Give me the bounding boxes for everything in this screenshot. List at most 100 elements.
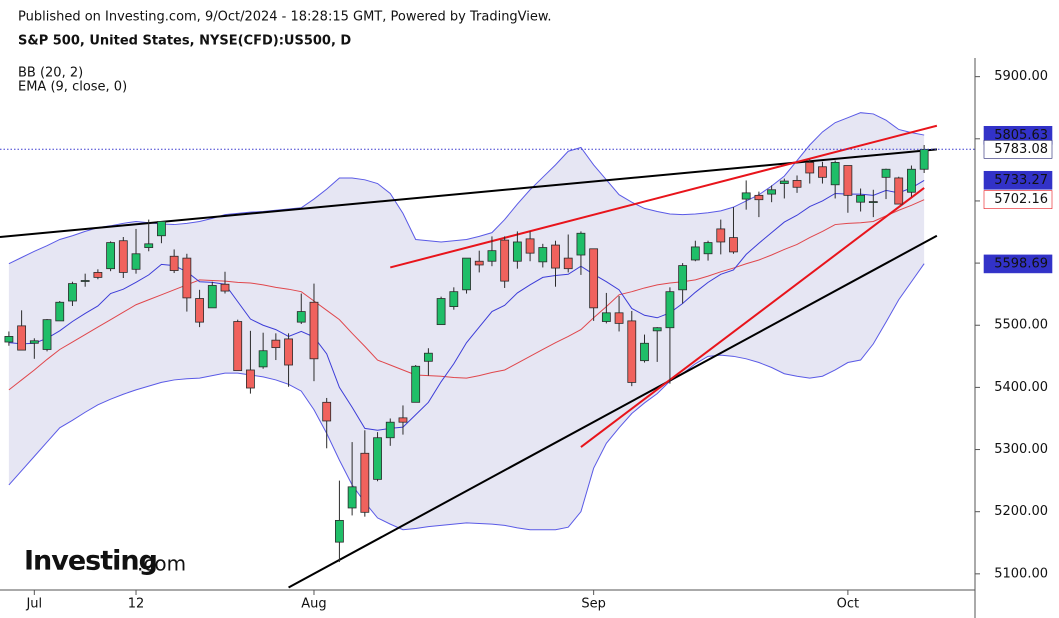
candle-body: [347, 486, 357, 509]
x-tick-label: 12: [128, 597, 145, 612]
candle-body: [449, 291, 459, 307]
price-label-box: [983, 190, 1053, 209]
candle-body: [868, 201, 878, 203]
band-fill: [8, 112, 925, 530]
candle-body: [818, 166, 827, 178]
candle-body: [207, 285, 217, 309]
candle-body: [563, 257, 573, 270]
x-tick-label: Oct: [837, 597, 859, 612]
candle-body: [627, 320, 637, 383]
candle-body: [335, 519, 344, 543]
x-tick-label: Sep: [581, 597, 606, 612]
price-label: 5783.08: [994, 142, 1048, 157]
candle-body: [716, 228, 726, 243]
candle-body: [131, 253, 141, 270]
y-tick-label: 5900.00: [994, 69, 1048, 84]
candle-body: [29, 340, 39, 344]
price-label: 5733.27: [994, 173, 1048, 188]
price-label-box: [983, 254, 1053, 274]
candle-body: [830, 162, 840, 186]
price-label: 5702.16: [994, 192, 1048, 207]
trend-line: [0, 148, 937, 238]
candle-body: [284, 338, 293, 366]
candle-body: [233, 321, 243, 372]
candle-body: [4, 336, 14, 343]
candle-body: [843, 165, 853, 196]
candle-body: [551, 244, 560, 269]
candle-body: [436, 298, 446, 326]
candle-body: [487, 250, 497, 262]
indicator-label: EMA (9, close, 0): [18, 80, 127, 95]
logo-suffix: .com: [137, 552, 186, 576]
price-label-box: [983, 170, 1053, 190]
indicator-line: [8, 263, 925, 531]
candle-body: [601, 312, 611, 322]
y-tick-label: 5500.00: [994, 318, 1048, 333]
price-label: 5805.63: [994, 128, 1048, 143]
candle-body: [779, 180, 789, 184]
y-tick-label: 5100.00: [994, 566, 1048, 581]
candle-body: [462, 257, 471, 291]
trend-line: [288, 234, 938, 589]
candle-body: [894, 177, 904, 205]
candle-body: [512, 241, 522, 262]
candle-body: [182, 257, 192, 299]
candle-body: [118, 240, 128, 273]
candle-body: [309, 301, 319, 360]
price-label-box: [983, 140, 1053, 159]
candle-body: [678, 265, 688, 291]
candle-body: [42, 319, 52, 350]
candle-body: [792, 180, 802, 188]
candle-body: [767, 189, 777, 195]
indicator-line: [8, 199, 925, 391]
price-label: 5598.69: [994, 256, 1048, 271]
candle-body: [538, 247, 548, 263]
trend-line: [390, 124, 938, 269]
candle-body: [93, 272, 103, 278]
candle-body: [919, 148, 929, 170]
candle-body: [907, 168, 916, 193]
candle-body: [474, 260, 484, 266]
candle-body: [805, 162, 815, 174]
candle-body: [55, 301, 65, 322]
candle-body: [423, 352, 433, 362]
indicator-line: [8, 180, 925, 431]
candle-body: [220, 283, 230, 292]
candle-body: [589, 248, 599, 309]
candle-body: [640, 342, 649, 362]
candle-body: [106, 242, 115, 270]
candle-body: [500, 239, 510, 282]
header: Published on Investing.com, 9/Oct/2024 -…: [18, 10, 551, 25]
candle-body: [169, 255, 179, 271]
candle-body: [525, 238, 535, 254]
candle-body: [729, 237, 738, 253]
candle-body: [80, 280, 90, 282]
candle-body: [385, 421, 395, 439]
x-tick-label: Jul: [25, 597, 42, 612]
candle-body: [754, 194, 764, 201]
y-tick-label: 5300.00: [994, 442, 1048, 457]
candle-body: [411, 365, 421, 403]
candle-body: [157, 221, 166, 237]
candle-body: [17, 325, 27, 351]
candle-body: [296, 311, 306, 323]
candle-body: [741, 192, 751, 200]
candle-body: [398, 417, 408, 423]
candle-body: [246, 369, 255, 389]
candle-body: [373, 437, 382, 480]
candle-body: [360, 452, 370, 513]
candle-body: [652, 327, 662, 332]
candle-body: [195, 298, 204, 323]
candle-body: [68, 283, 77, 302]
candle-body: [614, 312, 624, 324]
candle-body: [856, 194, 865, 203]
x-tick-label: Aug: [301, 597, 326, 612]
indicator-label: BB (20, 2): [18, 66, 83, 81]
y-tick-label: 5200.00: [994, 504, 1048, 519]
trend-line: [580, 187, 925, 448]
candle-body: [144, 243, 154, 248]
candle-body: [322, 401, 332, 422]
logo: Investing: [24, 546, 157, 577]
